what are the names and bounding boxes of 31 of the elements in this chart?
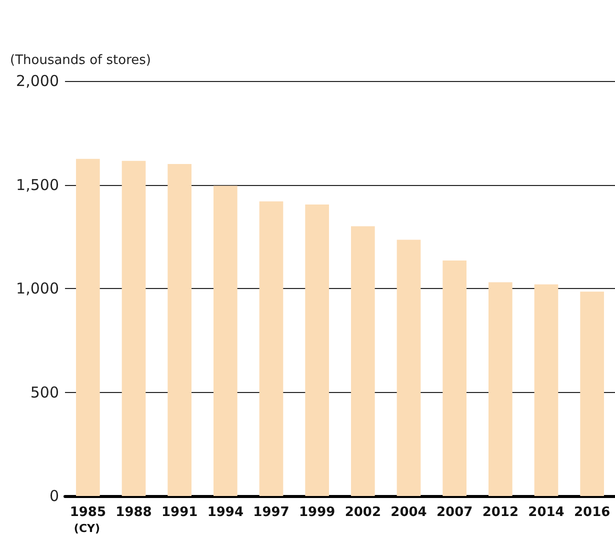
y-axis-title: (Thousands of stores) [10,53,151,68]
x-tick-label: 1997 [253,505,290,520]
bar [76,158,100,496]
y-tick-label: 1,000 [16,280,59,298]
bar [122,160,146,496]
x-tick-label: 1985 [70,505,106,520]
bar [305,204,329,496]
x-axis-title: (CY) [74,522,100,535]
y-tick-label: 2,000 [16,72,59,90]
bar [351,226,375,496]
y-tick-label: 0 [49,487,59,505]
bar [488,282,512,496]
x-tick-label: 2014 [528,505,564,520]
bar [259,201,284,496]
bar [442,260,466,496]
x-tick-label: 1999 [298,505,336,520]
bar [396,240,421,496]
x-tick-label: 2012 [482,505,519,520]
x-tick-label: 1994 [207,505,244,520]
x-tick-label: 1988 [116,505,152,520]
bar [214,186,238,496]
x-tick-label: 2002 [344,505,382,520]
x-tick-label: 2004 [390,505,427,520]
y-tick-label: 500 [30,383,59,402]
x-tick-label: 2007 [436,505,473,520]
bar [168,164,192,496]
bar [580,292,604,496]
x-tick-label: 2016 [574,505,610,520]
y-tick-label: 1,500 [16,176,59,194]
x-tick-label: 1991 [161,505,198,520]
bar [534,284,558,496]
